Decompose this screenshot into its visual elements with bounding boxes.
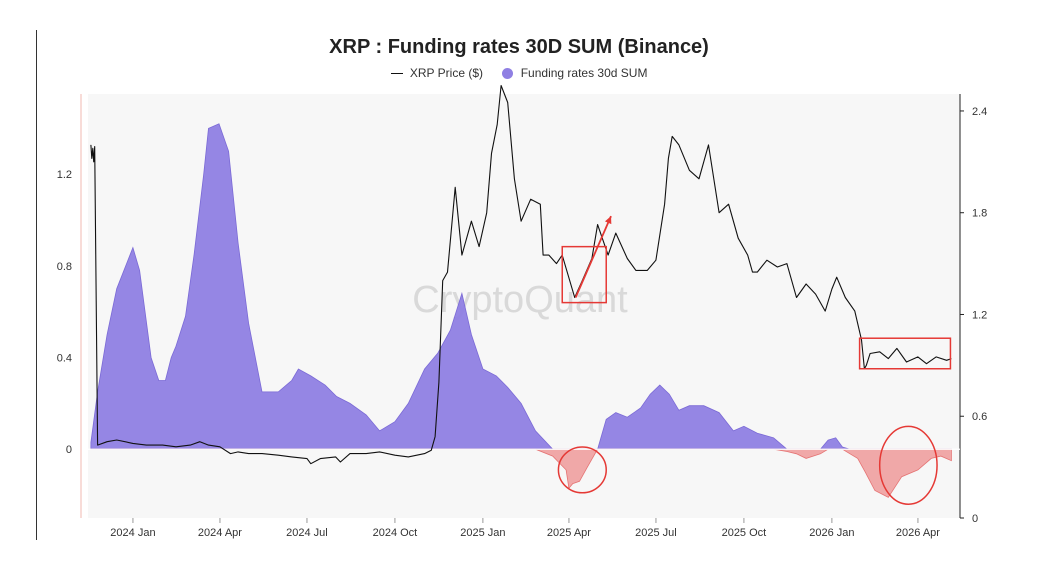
y-right-tick-label: 0: [972, 513, 978, 525]
annotation-arrow-shaft: [574, 215, 612, 298]
y-left-tick-label: 0: [66, 444, 72, 456]
legend-label-price: XRP Price ($): [409, 65, 484, 80]
x-tick-label: 2024 Oct: [373, 527, 418, 539]
x-tick-label: 2026 Jan: [809, 527, 854, 539]
annotation-box-2: [858, 337, 952, 370]
x-tick-label: 2025 Oct: [722, 527, 767, 539]
watermark: CryptoQuant: [412, 279, 628, 321]
y-right-tick-label: 1.8: [972, 208, 987, 220]
x-tick-label: 2025 Jan: [460, 527, 505, 539]
y-right-tick-label: 0.6: [972, 411, 987, 423]
x-tick-label: 2025 Apr: [547, 527, 591, 539]
x-tick-label: 2024 Jan: [110, 527, 155, 539]
annotation-box-1: [561, 245, 607, 304]
chart-legend: XRP Price ($) Funding rates 30d SUM: [0, 65, 1038, 80]
price-line: [90, 84, 952, 465]
legend-line-swatch: [390, 72, 403, 75]
chart-title: XRP : Funding rates 30D SUM (Binance): [329, 36, 709, 58]
funding-area-positive: [90, 123, 952, 450]
left-border-rule: [36, 30, 37, 540]
x-tick-label: 2024 Jul: [286, 527, 328, 539]
y-left-tick-label: 1.2: [57, 169, 72, 181]
legend-item-price[interactable]: XRP Price ($): [390, 65, 484, 80]
annotation-ellipse-2: [878, 425, 938, 505]
y-left-tick-label: 0.8: [57, 261, 72, 273]
x-tick-label: 2026 Apr: [896, 527, 940, 539]
legend-label-funding: Funding rates 30d SUM: [520, 65, 648, 80]
legend-item-funding[interactable]: Funding rates 30d SUM: [502, 66, 647, 80]
y-right-tick-label: 2.4: [972, 106, 987, 118]
y-left-tick-label: 0.4: [57, 353, 72, 365]
x-tick-label: 2025 Jul: [635, 527, 677, 539]
annotation-ellipse-1: [557, 446, 607, 494]
y-right-tick-label: 1.2: [972, 309, 987, 321]
legend-dot-swatch: [502, 68, 514, 80]
x-tick-label: 2024 Apr: [198, 527, 242, 539]
annotation-arrow-head: [604, 216, 612, 225]
